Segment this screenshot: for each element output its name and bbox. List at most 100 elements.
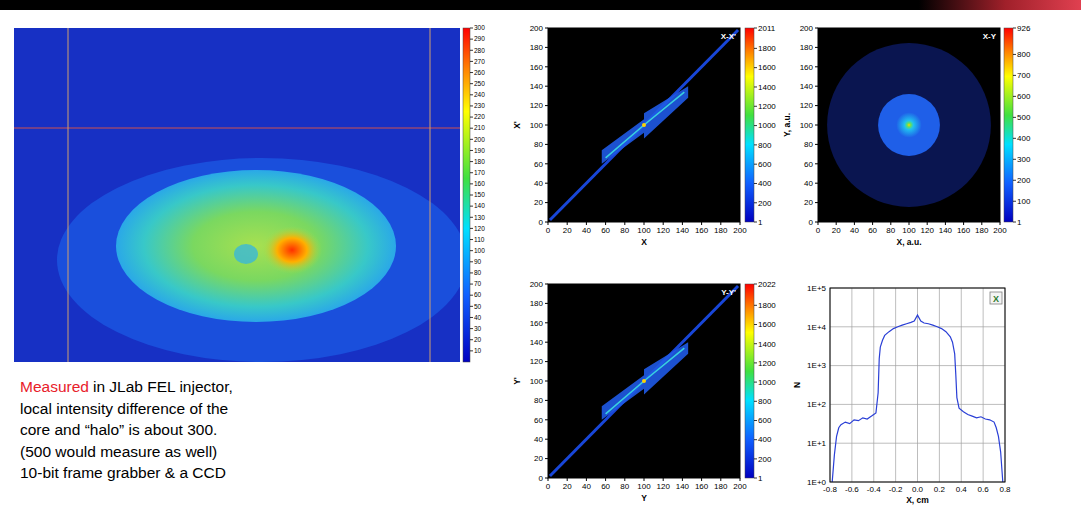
caption-line: Measuredin JLab FEL injector, — [20, 378, 233, 395]
colorbar-tick — [470, 28, 473, 29]
colorbar-label: 40 — [474, 314, 482, 321]
y-tick-label: 180 — [530, 43, 544, 52]
colorbar: 1100200300400500600700800926 — [1004, 24, 1031, 227]
y-tick — [545, 361, 548, 362]
x-tick — [624, 222, 625, 225]
colorbar-label: 30 — [474, 325, 482, 332]
colorbar-tick — [470, 306, 473, 307]
y-tick — [545, 163, 548, 164]
panel-title: Y-Y' — [721, 288, 736, 297]
x-tick — [963, 222, 964, 225]
halo — [57, 158, 460, 362]
colorbar-label: 60 — [474, 291, 482, 298]
y-tick-label: 180 — [800, 43, 814, 52]
legend-box — [990, 292, 1002, 304]
density-image — [550, 30, 738, 220]
y-tick-label: 0 — [809, 218, 814, 227]
colorbar-label: 1 — [758, 474, 763, 483]
caption-line: local intensity difference of the — [20, 400, 228, 417]
density-image — [827, 43, 991, 207]
colorbar-tick — [470, 195, 473, 196]
colorbar-tick — [470, 317, 473, 318]
y-tick — [815, 86, 818, 87]
x-tick-label: 140 — [676, 482, 690, 491]
y-tick — [545, 284, 548, 285]
x-tick — [909, 222, 910, 225]
plot-background — [548, 28, 740, 222]
dip — [234, 244, 258, 264]
x-tick — [854, 222, 855, 225]
x-tick-label: 0 — [546, 226, 551, 235]
colorbar-label: 90 — [474, 258, 482, 265]
x-tick-label: 40 — [582, 482, 591, 491]
x-tick-label: 20 — [832, 226, 841, 235]
x-tick — [682, 478, 683, 481]
x-tick-label: 0.4 — [956, 485, 968, 494]
colorbar-label: 140 — [474, 202, 485, 209]
y-tick — [545, 125, 548, 126]
x-tick — [644, 478, 645, 481]
colorbar-tick — [754, 183, 757, 184]
y-tick-label: 160 — [530, 63, 544, 72]
y-tick-label: 1E+3 — [807, 361, 826, 370]
y-tick-label: 1E+1 — [807, 439, 826, 448]
y-tick — [545, 105, 548, 106]
caption-highlight: Measured — [20, 378, 89, 395]
halo — [827, 43, 991, 207]
caption-line: (500 would measure as well) — [20, 443, 217, 460]
plot-background — [818, 28, 1000, 222]
colorbar-label: 120 — [474, 225, 485, 232]
colorbar-label: 80 — [474, 269, 482, 276]
colorbar-label: 130 — [474, 214, 485, 221]
colorbar-label: 230 — [474, 102, 485, 109]
grid-line — [873, 288, 874, 482]
y-tick — [815, 202, 818, 203]
y-tick — [545, 478, 548, 479]
colorbar-label: 700 — [1017, 71, 1031, 80]
x-tick-label: 160 — [695, 226, 709, 235]
colorbar-label: 400 — [758, 435, 772, 444]
x-tick — [701, 222, 702, 225]
colorbar-label: 926 — [1017, 24, 1031, 33]
y-tick-label: 120 — [800, 101, 814, 110]
y-tick-label: 80 — [804, 140, 813, 149]
y-tick-label: 20 — [534, 454, 543, 463]
caption-line: 10-bit frame grabber & a CCD — [20, 464, 226, 481]
plot-background — [548, 284, 740, 478]
colorbar-tick — [754, 284, 757, 285]
colorbar-tick — [754, 86, 757, 87]
colorbar-tick — [470, 172, 473, 173]
x-tick — [872, 222, 873, 225]
grid-line — [830, 443, 1005, 444]
y-axis-title: Y' — [512, 377, 522, 385]
colorbar-tick — [470, 50, 473, 51]
x-tick-label: 140 — [939, 226, 953, 235]
y-axis-title: N — [792, 382, 802, 388]
x-tick-label: 200 — [993, 226, 1007, 235]
x-tick-label: 120 — [921, 226, 935, 235]
y-tick — [815, 105, 818, 106]
camera-image — [14, 28, 460, 362]
colorbar-label: 290 — [474, 35, 485, 42]
colorbar: 1020304050607080901001101201301401501601… — [463, 24, 485, 362]
y-tick-label: 20 — [804, 198, 813, 207]
colorbar-tick — [470, 295, 473, 296]
colorbar-label: 300 — [474, 24, 485, 31]
y-tick — [545, 66, 548, 67]
crosshair — [430, 28, 431, 362]
colorbar-tick — [754, 144, 757, 145]
colorbar-tick — [470, 94, 473, 95]
y-tick — [545, 439, 548, 440]
y-tick-label: 140 — [800, 82, 814, 91]
y-tick — [815, 125, 818, 126]
x-axis-title: Y — [641, 493, 647, 503]
colorbar-label: 20 — [474, 336, 482, 343]
colorbar-tick — [1013, 201, 1016, 202]
colorbar-tick — [470, 117, 473, 118]
crosshair — [68, 28, 69, 362]
colorbar-tick — [470, 105, 473, 106]
header-band — [0, 0, 1081, 10]
y-tick-label: 100 — [800, 121, 814, 130]
colorbar-tick — [470, 250, 473, 251]
colorbar-tick — [754, 362, 757, 363]
